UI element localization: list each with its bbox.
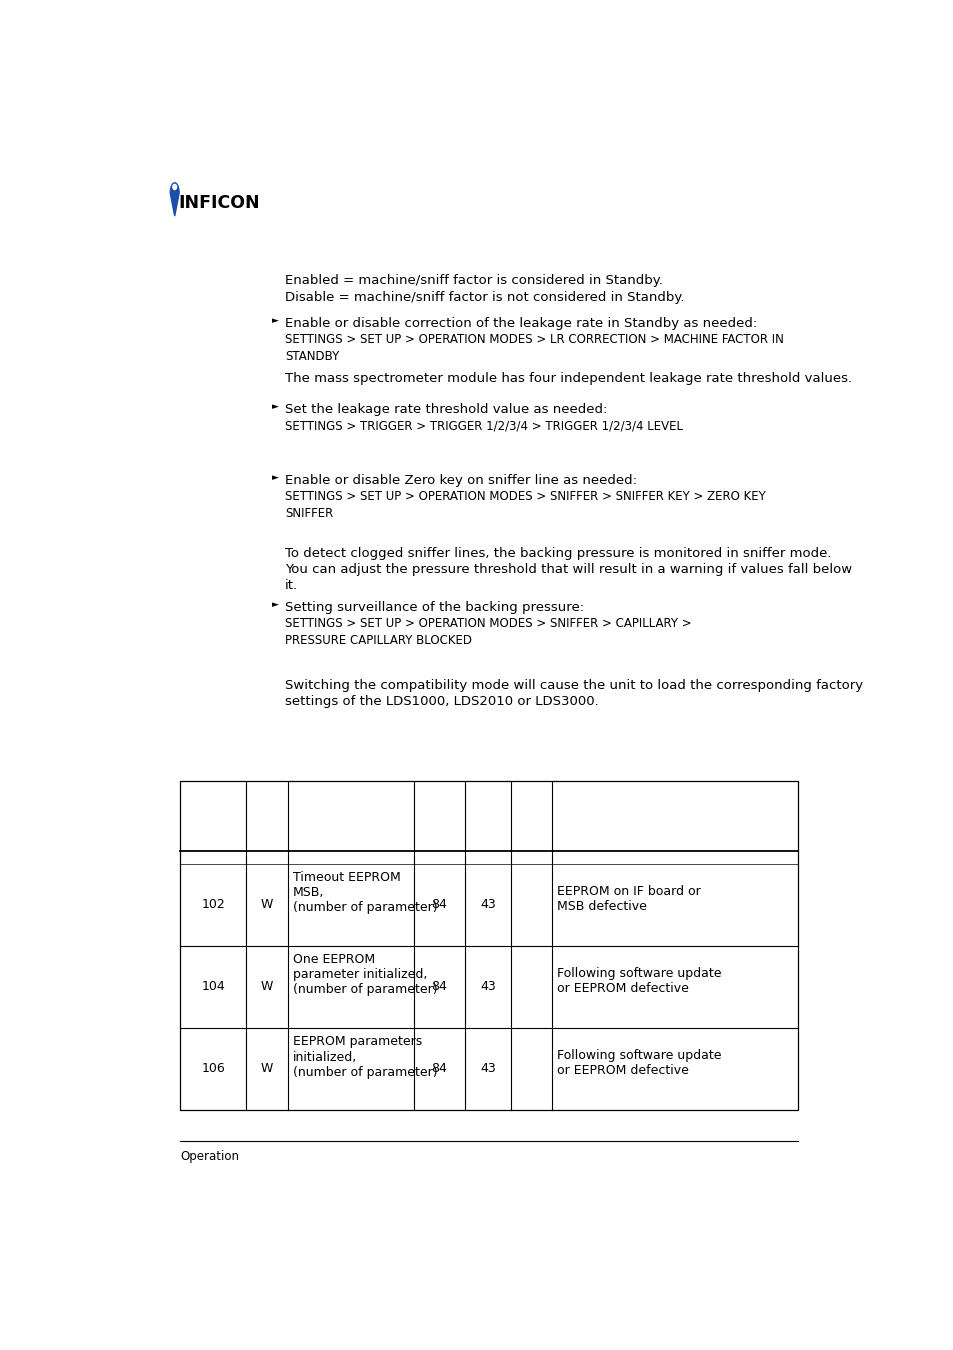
- Polygon shape: [170, 182, 179, 216]
- Text: W: W: [261, 980, 273, 994]
- Text: SNIFFER: SNIFFER: [285, 506, 333, 520]
- Text: EEPROM parameters: EEPROM parameters: [293, 1035, 422, 1049]
- Text: Enabled = machine/sniff factor is considered in Standby.: Enabled = machine/sniff factor is consid…: [285, 274, 662, 288]
- Text: STANDBY: STANDBY: [285, 350, 338, 363]
- Text: 102: 102: [201, 898, 225, 911]
- Text: To detect clogged sniffer lines, the backing pressure is monitored in sniffer mo: To detect clogged sniffer lines, the bac…: [285, 547, 830, 560]
- Text: The mass spectrometer module has four independent leakage rate threshold values.: The mass spectrometer module has four in…: [285, 373, 851, 385]
- Text: MSB,: MSB,: [293, 886, 324, 899]
- Text: SETTINGS > SET UP > OPERATION MODES > SNIFFER > CAPILLARY >: SETTINGS > SET UP > OPERATION MODES > SN…: [285, 617, 691, 630]
- Text: initialized,: initialized,: [293, 1050, 356, 1064]
- Text: 84: 84: [431, 1062, 447, 1076]
- Text: it.: it.: [285, 579, 297, 593]
- Text: parameter initialized,: parameter initialized,: [293, 968, 427, 981]
- Text: 106: 106: [201, 1062, 225, 1076]
- Text: Timeout EEPROM: Timeout EEPROM: [293, 871, 400, 884]
- Text: (number of parameter): (number of parameter): [293, 983, 437, 996]
- Text: Enable or disable correction of the leakage rate in Standby as needed:: Enable or disable correction of the leak…: [285, 317, 757, 329]
- Text: (number of parameter): (number of parameter): [293, 1065, 437, 1079]
- Text: 84: 84: [431, 898, 447, 911]
- Text: (number of parameter): (number of parameter): [293, 902, 437, 914]
- Text: PRESSURE CAPILLARY BLOCKED: PRESSURE CAPILLARY BLOCKED: [285, 633, 472, 647]
- Text: EEPROM on IF board or: EEPROM on IF board or: [557, 884, 700, 898]
- Text: 43: 43: [479, 980, 496, 994]
- Text: ►: ►: [272, 316, 278, 325]
- Text: W: W: [261, 898, 273, 911]
- Text: 104: 104: [201, 980, 225, 994]
- Text: MSB defective: MSB defective: [557, 900, 646, 913]
- Text: Setting surveillance of the backing pressure:: Setting surveillance of the backing pres…: [285, 601, 583, 614]
- Text: or EEPROM defective: or EEPROM defective: [557, 1064, 688, 1077]
- Text: Switching the compatibility mode will cause the unit to load the corresponding f: Switching the compatibility mode will ca…: [285, 679, 862, 691]
- Text: INFICON: INFICON: [178, 193, 260, 212]
- Text: Enable or disable Zero key on sniffer line as needed:: Enable or disable Zero key on sniffer li…: [285, 474, 637, 487]
- Text: or EEPROM defective: or EEPROM defective: [557, 981, 688, 995]
- Text: SETTINGS > TRIGGER > TRIGGER 1/2/3/4 > TRIGGER 1/2/3/4 LEVEL: SETTINGS > TRIGGER > TRIGGER 1/2/3/4 > T…: [285, 420, 682, 432]
- Circle shape: [172, 185, 176, 189]
- Text: 43: 43: [479, 898, 496, 911]
- Text: 43: 43: [479, 1062, 496, 1076]
- Text: settings of the LDS1000, LDS2010 or LDS3000.: settings of the LDS1000, LDS2010 or LDS3…: [285, 695, 598, 707]
- Text: W: W: [261, 1062, 273, 1076]
- Text: Disable = machine/sniff factor is not considered in Standby.: Disable = machine/sniff factor is not co…: [285, 290, 683, 304]
- Text: Following software update: Following software update: [557, 1049, 720, 1062]
- Text: Set the leakage rate threshold value as needed:: Set the leakage rate threshold value as …: [285, 404, 607, 416]
- Text: 84: 84: [431, 980, 447, 994]
- Text: Operation: Operation: [180, 1150, 238, 1162]
- Text: ►: ►: [272, 472, 278, 482]
- Bar: [180, 780, 797, 1110]
- Text: ►: ►: [272, 402, 278, 412]
- Text: One EEPROM: One EEPROM: [293, 953, 375, 967]
- Text: You can adjust the pressure threshold that will result in a warning if values fa: You can adjust the pressure threshold th…: [285, 563, 851, 576]
- Text: Following software update: Following software update: [557, 967, 720, 980]
- Text: SETTINGS > SET UP > OPERATION MODES > SNIFFER > SNIFFER KEY > ZERO KEY: SETTINGS > SET UP > OPERATION MODES > SN…: [285, 490, 765, 504]
- Text: SETTINGS > SET UP > OPERATION MODES > LR CORRECTION > MACHINE FACTOR IN: SETTINGS > SET UP > OPERATION MODES > LR…: [285, 333, 783, 347]
- Text: ►: ►: [272, 599, 278, 609]
